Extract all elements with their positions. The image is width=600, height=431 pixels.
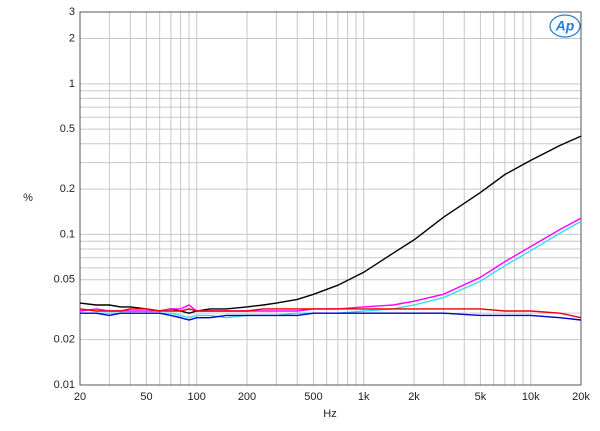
y-axis-label: % bbox=[23, 192, 33, 204]
y-tick-label: 0.01 bbox=[54, 379, 75, 391]
y-tick-label: 2 bbox=[69, 32, 75, 44]
x-tick-label: 1k bbox=[358, 391, 370, 403]
x-tick-label: 50 bbox=[140, 391, 152, 403]
series-line bbox=[80, 220, 582, 319]
y-tick-label: 0.05 bbox=[54, 274, 75, 286]
series-line bbox=[79, 135, 582, 314]
y-tick-label: 1 bbox=[69, 78, 75, 90]
y-tick-label: 0.02 bbox=[54, 334, 75, 346]
x-tick-label: 100 bbox=[188, 391, 206, 403]
y-tick-label: 0.5 bbox=[60, 123, 75, 135]
y-tick-label: 0.1 bbox=[60, 228, 75, 240]
x-tick-label: 10k bbox=[522, 391, 540, 403]
logo: Ap bbox=[555, 18, 575, 34]
x-tick-label: 2k bbox=[408, 391, 420, 403]
logo-ring bbox=[549, 14, 581, 38]
series-line bbox=[80, 312, 582, 321]
x-tick-label: 20 bbox=[74, 391, 86, 403]
x-tick-label: 5k bbox=[475, 391, 487, 403]
y-tick-label: 3 bbox=[69, 6, 75, 18]
series-line bbox=[79, 217, 582, 312]
x-tick-label: 200 bbox=[238, 391, 256, 403]
y-tick-label: 0.2 bbox=[60, 183, 75, 195]
plot-frame bbox=[79, 11, 582, 386]
x-tick-label: 20k bbox=[572, 391, 590, 403]
x-tick-label: 500 bbox=[304, 391, 322, 403]
x-axis-label: Hz bbox=[323, 408, 336, 420]
series-line bbox=[79, 308, 582, 319]
